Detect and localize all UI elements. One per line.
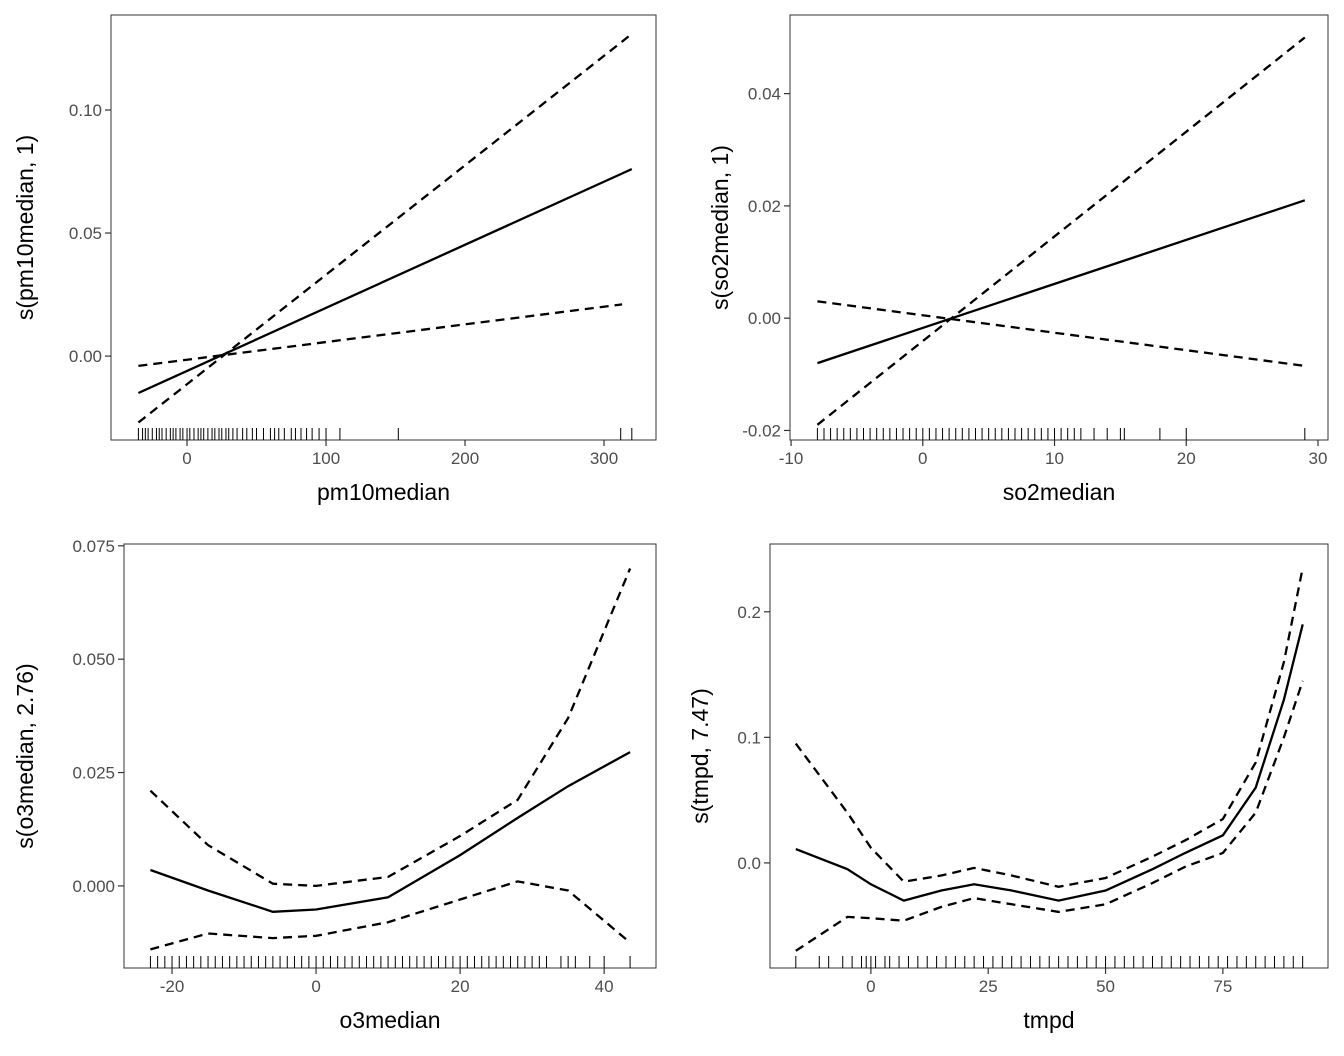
confidence-band-line bbox=[150, 880, 631, 951]
panel-border bbox=[789, 14, 1329, 441]
y-axis-title: s(pm10median, 1) bbox=[12, 135, 38, 320]
y-axis-title: s(o3median, 2.76) bbox=[12, 663, 38, 848]
x-axis-title: pm10median bbox=[317, 479, 450, 505]
x-tick-label: 40 bbox=[595, 977, 614, 996]
smooth-fit-line bbox=[795, 624, 1304, 902]
y-tick-label: 0.04 bbox=[748, 85, 781, 104]
y-tick-label: 0.000 bbox=[72, 877, 115, 896]
confidence-band-line bbox=[817, 300, 1305, 368]
x-tick-label: 50 bbox=[1096, 977, 1115, 996]
smooth-fit-line bbox=[150, 751, 631, 913]
x-axis-title: so2median bbox=[1003, 479, 1116, 505]
y-tick-label: 0.00 bbox=[69, 347, 102, 366]
y-tick-label: 0.075 bbox=[72, 537, 115, 556]
confidence-band-line bbox=[795, 680, 1304, 952]
y-axis-title: s(tmpd, 7.47) bbox=[687, 688, 713, 824]
x-tick-label: -20 bbox=[160, 977, 185, 996]
x-tick-label: 0 bbox=[311, 977, 320, 996]
x-tick-label: 200 bbox=[451, 449, 479, 468]
y-tick-label: 0.10 bbox=[69, 101, 102, 120]
y-tick-label: 0.0 bbox=[737, 854, 761, 873]
confidence-band-line bbox=[149, 568, 632, 888]
x-tick-label: 0 bbox=[918, 449, 927, 468]
x-tick-label: 75 bbox=[1213, 977, 1232, 996]
confidence-band-line bbox=[137, 32, 633, 424]
y-tick-label: 0.025 bbox=[72, 764, 115, 783]
x-tick-label: 25 bbox=[979, 977, 998, 996]
smooth-fit-line bbox=[817, 199, 1306, 365]
x-tick-label: 20 bbox=[451, 977, 470, 996]
y-tick-label: 0.2 bbox=[737, 603, 761, 622]
y-axis-title: s(so2median, 1) bbox=[707, 145, 733, 310]
panel-border bbox=[123, 543, 657, 969]
y-tick-label: 0.00 bbox=[748, 309, 781, 328]
x-axis-title: o3median bbox=[339, 1007, 440, 1033]
smooth-fit-line bbox=[137, 168, 633, 395]
x-tick-label: -10 bbox=[779, 449, 804, 468]
confidence-band-line bbox=[794, 567, 1304, 888]
x-tick-label: 300 bbox=[590, 449, 618, 468]
y-tick-label: 0.1 bbox=[737, 728, 761, 747]
x-tick-label: 20 bbox=[1177, 449, 1196, 468]
y-tick-label: 0.05 bbox=[69, 224, 102, 243]
confidence-band-line bbox=[816, 36, 1306, 426]
x-tick-label: 30 bbox=[1309, 449, 1328, 468]
panel-border bbox=[110, 14, 657, 441]
x-tick-label: 0 bbox=[182, 449, 191, 468]
confidence-band-line bbox=[138, 303, 623, 368]
x-tick-label: 0 bbox=[866, 977, 875, 996]
y-tick-label: 0.02 bbox=[748, 197, 781, 216]
y-tick-label: 0.050 bbox=[72, 650, 115, 669]
panel-border bbox=[769, 543, 1329, 969]
x-tick-label: 10 bbox=[1045, 449, 1064, 468]
y-tick-label: -0.02 bbox=[742, 421, 781, 440]
x-axis-title: tmpd bbox=[1023, 1007, 1074, 1033]
x-tick-label: 100 bbox=[312, 449, 340, 468]
